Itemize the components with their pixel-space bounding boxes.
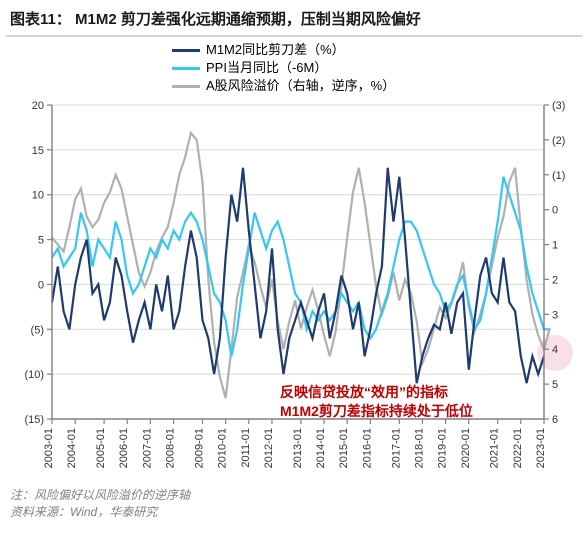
svg-text:10: 10 — [32, 190, 44, 202]
footnote-source: 资料来源：Wind，华泰研究 — [10, 504, 578, 521]
legend-item-s3: A股风险溢价（右轴，逆序，%） — [172, 77, 395, 95]
svg-text:2017-01: 2017-01 — [390, 428, 402, 468]
svg-text:2009-01: 2009-01 — [193, 428, 205, 468]
svg-text:5: 5 — [552, 379, 558, 391]
svg-text:2011-01: 2011-01 — [240, 428, 252, 468]
annotation-line-1: 反映信贷投放“效用”的指标 — [280, 383, 473, 402]
svg-text:20: 20 — [32, 100, 44, 112]
legend: M1M2同比剪刀差（%） PPI当月同比（-6M） A股风险溢价（右轴，逆序，%… — [172, 41, 395, 96]
svg-text:2021-01: 2021-01 — [489, 428, 501, 468]
svg-text:4: 4 — [552, 344, 558, 356]
footnote-note: 注：风险偏好以风险溢价的逆序轴 — [10, 487, 578, 504]
svg-text:0: 0 — [38, 279, 44, 291]
svg-text:5: 5 — [38, 235, 44, 247]
legend-item-s1: M1M2同比剪刀差（%） — [172, 41, 395, 59]
legend-label-s1: M1M2同比剪刀差（%） — [206, 41, 345, 59]
svg-text:2004-01: 2004-01 — [66, 428, 78, 468]
svg-text:(15): (15) — [24, 414, 44, 426]
svg-text:2003-01: 2003-01 — [43, 428, 55, 468]
svg-text:(3): (3) — [552, 100, 565, 112]
svg-text:2018-01: 2018-01 — [413, 428, 425, 468]
svg-text:2022-01: 2022-01 — [512, 428, 524, 468]
svg-text:2005-01: 2005-01 — [95, 428, 107, 468]
svg-text:15: 15 — [32, 145, 44, 157]
svg-text:6: 6 — [552, 414, 558, 426]
svg-text:2014-01: 2014-01 — [315, 428, 327, 468]
svg-text:2: 2 — [552, 274, 558, 286]
figure-container: 图表11： M1M2 剪刀差强化远期通缩预期，压制当期风险偏好 M1M2同比剪刀… — [0, 0, 588, 546]
svg-text:2015-01: 2015-01 — [338, 428, 350, 468]
svg-text:3: 3 — [552, 309, 558, 321]
svg-text:2013-01: 2013-01 — [292, 428, 304, 468]
legend-swatch-s2 — [172, 67, 200, 70]
footnotes: 注：风险偏好以风险溢价的逆序轴 资料来源：Wind，华泰研究 — [0, 481, 588, 521]
legend-swatch-s3 — [172, 85, 200, 88]
svg-text:2010-01: 2010-01 — [217, 428, 229, 468]
annotation-line-2: M1M2剪刀差指标持续处于低位 — [280, 402, 473, 421]
svg-text:2016-01: 2016-01 — [361, 428, 373, 468]
svg-text:2007-01: 2007-01 — [141, 428, 153, 468]
svg-text:(10): (10) — [24, 369, 44, 381]
legend-label-s2: PPI当月同比（-6M） — [206, 59, 327, 77]
svg-text:2023-01: 2023-01 — [535, 428, 547, 468]
svg-text:2008-01: 2008-01 — [165, 428, 177, 468]
chart-area: M1M2同比剪刀差（%） PPI当月同比（-6M） A股风险溢价（右轴，逆序，%… — [12, 41, 576, 481]
svg-text:2012-01: 2012-01 — [263, 428, 275, 468]
svg-text:0: 0 — [552, 205, 558, 217]
legend-label-s3: A股风险溢价（右轴，逆序，%） — [206, 77, 395, 95]
svg-text:(2): (2) — [552, 135, 565, 147]
legend-swatch-s1 — [172, 49, 200, 52]
chart-title: 图表11： M1M2 剪刀差强化远期通缩预期，压制当期风险偏好 — [0, 0, 588, 35]
svg-text:2006-01: 2006-01 — [118, 428, 130, 468]
svg-text:(5): (5) — [31, 324, 44, 336]
svg-text:(1): (1) — [552, 170, 565, 182]
legend-item-s2: PPI当月同比（-6M） — [172, 59, 395, 77]
annotation: 反映信贷投放“效用”的指标 M1M2剪刀差指标持续处于低位 — [280, 383, 473, 421]
svg-text:2019-01: 2019-01 — [437, 428, 449, 468]
title-rule — [6, 35, 582, 37]
svg-text:1: 1 — [552, 240, 558, 252]
svg-text:2020-01: 2020-01 — [460, 428, 472, 468]
